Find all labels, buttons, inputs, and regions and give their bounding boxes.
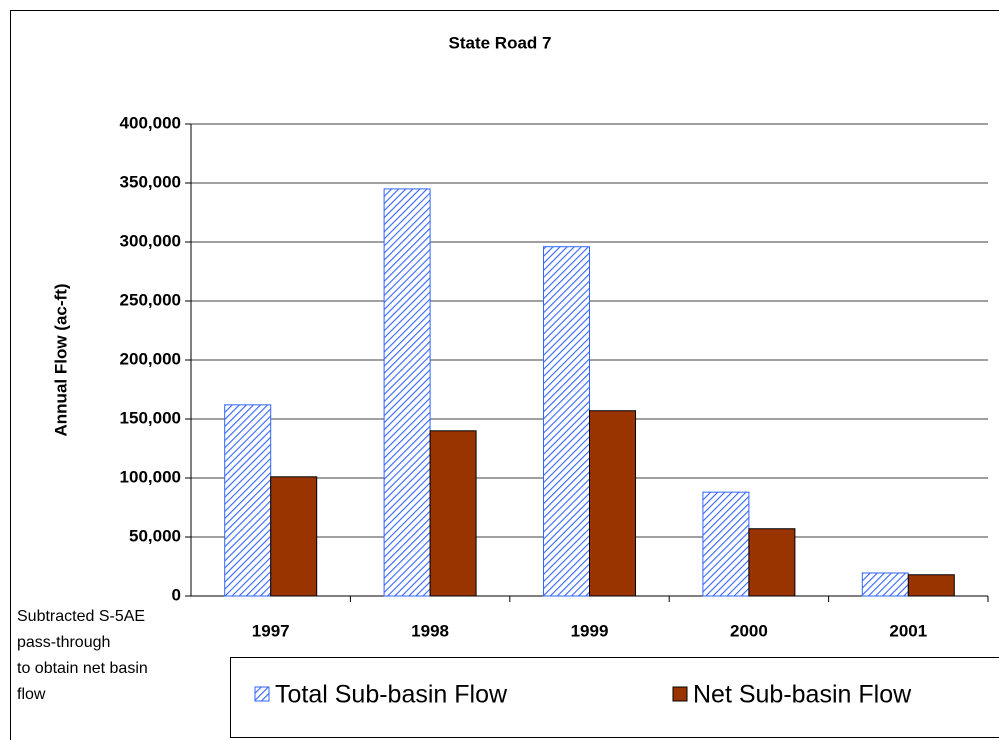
y-tick-label: 0 xyxy=(172,585,181,604)
x-tick-label: 2001 xyxy=(889,621,927,640)
x-tick-label: 2000 xyxy=(730,621,768,640)
y-tick-label: 50,000 xyxy=(129,526,181,545)
bar xyxy=(270,476,318,597)
bar xyxy=(907,574,955,597)
y-tick-label: 350,000 xyxy=(120,172,181,191)
bar xyxy=(748,528,796,597)
chart-frame xyxy=(10,10,999,740)
x-tick-label: 1998 xyxy=(411,621,449,640)
y-axis-title: Annual Flow (ac-ft) xyxy=(51,284,70,437)
x-tick-label: 1999 xyxy=(571,621,609,640)
legend-label: Net Sub-basin Flow xyxy=(693,681,912,709)
annotation: to obtain net basin xyxy=(17,660,148,677)
legend-swatch xyxy=(254,686,270,702)
y-tick-label: 150,000 xyxy=(120,408,181,427)
y-tick-label: 200,000 xyxy=(120,349,181,368)
chart-title: State Road 7 xyxy=(449,33,552,52)
legend-swatch xyxy=(672,686,688,702)
bar xyxy=(383,188,431,597)
annotation: flow xyxy=(17,686,46,703)
bar xyxy=(702,491,750,597)
bar xyxy=(861,572,909,597)
y-tick-label: 300,000 xyxy=(120,231,181,250)
y-tick-label: 250,000 xyxy=(120,290,181,309)
bar xyxy=(543,246,590,597)
bar xyxy=(589,410,636,597)
bar xyxy=(429,430,477,597)
legend-label: Total Sub-basin Flow xyxy=(275,681,508,709)
annotation: Subtracted S-5AE xyxy=(17,608,145,625)
x-tick-label: 1997 xyxy=(252,621,290,640)
bar xyxy=(224,404,272,597)
y-tick-label: 100,000 xyxy=(120,467,181,486)
y-tick-label: 400,000 xyxy=(120,113,181,132)
annotation: pass-through xyxy=(17,634,110,651)
legend-box xyxy=(230,657,999,738)
